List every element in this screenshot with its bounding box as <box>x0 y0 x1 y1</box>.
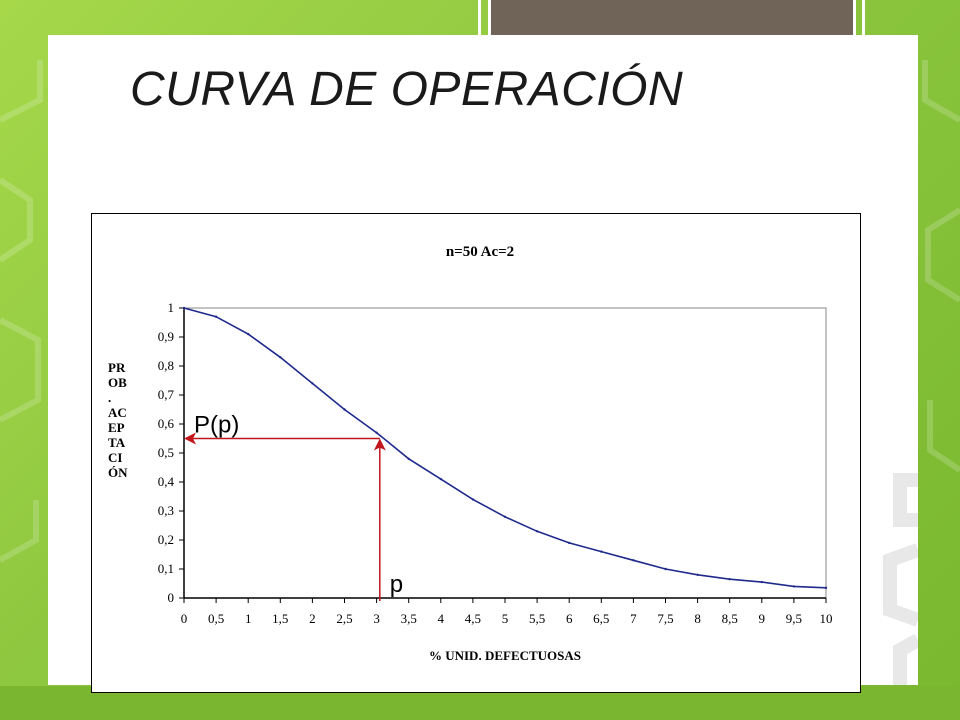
curve-point <box>535 530 539 533</box>
curve-point <box>824 586 828 590</box>
y-label-line: AC <box>108 405 127 420</box>
top-divider-left <box>478 0 481 36</box>
curve-point <box>247 332 250 336</box>
annotation-p: p <box>390 571 403 598</box>
y-label-line: EP <box>108 420 125 435</box>
x-ticks: 0 0,5 1 1,5 2 2,5 3 3,5 4 4,5 5 5,5 6 6,5 7 7,5 8 8,5 9 9,5… <box>181 598 833 626</box>
annotation-pp: P(p) <box>194 412 239 439</box>
y-tick-label: 0 <box>168 590 175 605</box>
x-tick-label: 7 <box>630 611 637 626</box>
curve-point <box>214 315 218 318</box>
curve-point <box>182 306 186 310</box>
top-accent-box <box>488 0 856 36</box>
y-tick-label: 0,5 <box>158 445 174 460</box>
y-label-line: PR <box>108 360 126 375</box>
y-tick-label: 0,2 <box>158 532 174 547</box>
curve-point <box>632 559 635 562</box>
y-label-line: ÓN <box>108 465 128 480</box>
x-tick-label: 3 <box>373 611 380 626</box>
plot-area <box>183 307 827 599</box>
x-axis-label: % UNID. DEFECTUOSAS <box>429 648 581 663</box>
x-tick-label: 8,5 <box>722 611 738 626</box>
curve-point <box>311 382 314 385</box>
x-tick-label: 9 <box>759 611 766 626</box>
x-tick-label: 6,5 <box>593 611 609 626</box>
x-tick-label: 4,5 <box>465 611 481 626</box>
y-tick-label: 1 <box>168 300 175 315</box>
curve-point <box>375 431 378 434</box>
curve-point <box>696 573 699 576</box>
y-label-line: . <box>108 390 111 405</box>
y-tick-label: 0,7 <box>158 387 175 402</box>
x-tick-label: 10 <box>820 611 833 626</box>
curve-point <box>664 567 667 571</box>
slide-title: CURVA DE OPERACIÓN <box>130 63 684 116</box>
top-divider-right <box>862 0 865 36</box>
curve-point <box>503 515 507 518</box>
x-tick-label: 7,5 <box>657 611 673 626</box>
x-tick-label: 0,5 <box>208 611 224 626</box>
y-tick-label: 0,8 <box>158 358 174 373</box>
curve-point <box>792 585 796 588</box>
x-tick-label: 3,5 <box>401 611 417 626</box>
y-label-line: OB <box>108 375 127 390</box>
x-tick-label: 1,5 <box>272 611 288 626</box>
curve-point <box>728 577 731 581</box>
x-tick-label: 9,5 <box>786 611 802 626</box>
chart-frame: n=50 Ac=2 0 0,5 1 1,5 2 2,5 3 3,5 4 4,5 5 5,5 6 6,5 7 7… <box>91 213 861 693</box>
y-tick-label: 0,6 <box>158 416 175 431</box>
x-tick-label: 5 <box>502 611 509 626</box>
curve-points <box>182 306 828 590</box>
x-tick-label: 6 <box>566 611 573 626</box>
curve-point <box>600 550 603 553</box>
x-tick-label: 4 <box>438 611 445 626</box>
y-tick-label: 0,1 <box>158 561 174 576</box>
y-label-line: CI <box>108 450 122 465</box>
curve-point <box>279 356 282 359</box>
curve-point <box>568 541 571 545</box>
x-tick-label: 2,5 <box>336 611 352 626</box>
oc-curve-chart: n=50 Ac=2 0 0,5 1 1,5 2 2,5 3 3,5 4 4,5 5 5,5 6 6,5 7 7… <box>108 244 833 663</box>
curve-point <box>407 457 410 460</box>
y-tick-label: 0,4 <box>158 474 175 489</box>
y-label-line: TA <box>108 435 126 450</box>
x-tick-label: 2 <box>309 611 316 626</box>
x-tick-label: 8 <box>694 611 701 626</box>
curve-point <box>343 408 346 411</box>
chart-title: n=50 Ac=2 <box>446 244 514 260</box>
curve-point <box>471 498 475 501</box>
x-tick-label: 5,5 <box>529 611 545 626</box>
curve-point <box>760 580 763 584</box>
x-tick-label: 0 <box>181 611 188 626</box>
y-tick-label: 0,3 <box>158 503 174 518</box>
x-tick-label: 1 <box>245 611 252 626</box>
y-tick-label: 0,9 <box>158 329 174 344</box>
curve-point <box>439 477 442 481</box>
y-ticks: 0 0,1 0,2 0,3 0,4 0,5 0,6 0,7 0,8 0,9 1 <box>158 300 184 605</box>
